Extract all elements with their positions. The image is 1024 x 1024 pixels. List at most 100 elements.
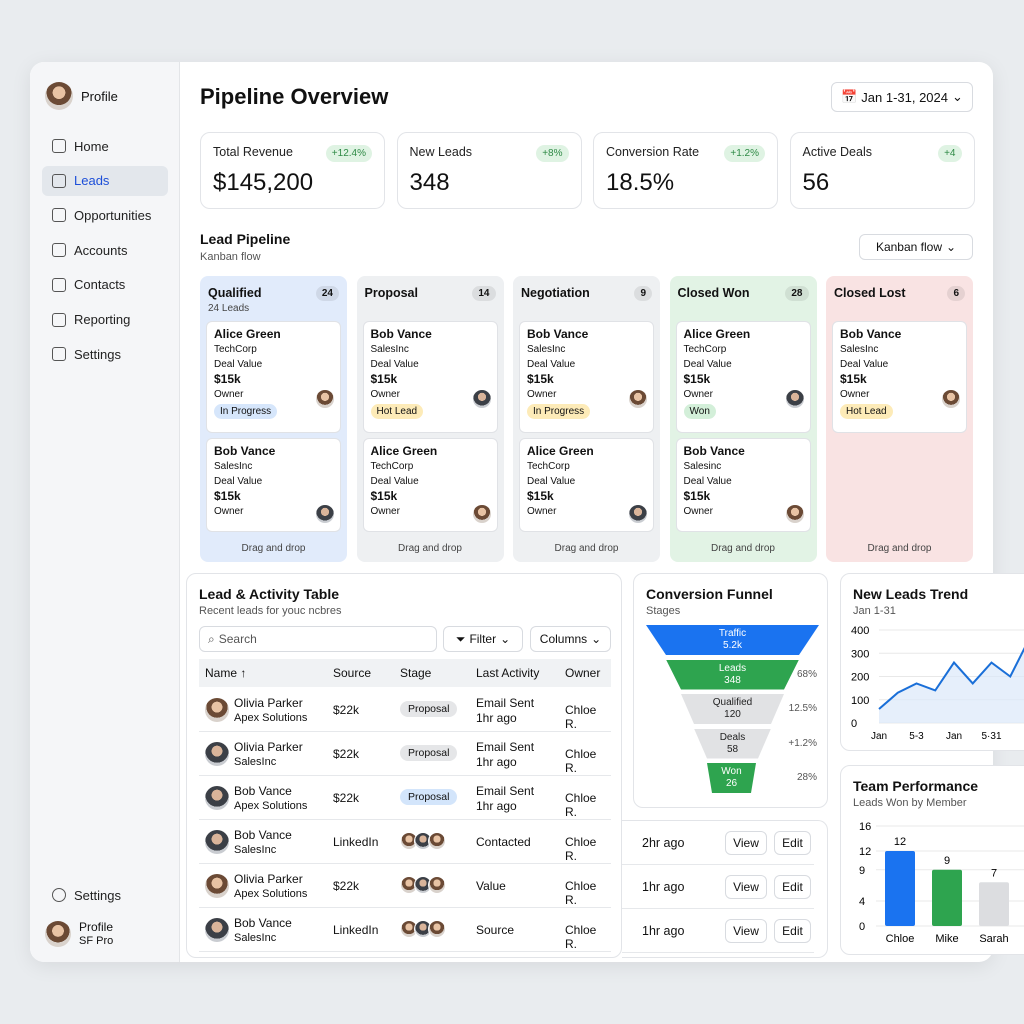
owner-label: Owner (840, 389, 870, 400)
sidebar-item-contacts[interactable]: Contacts (42, 270, 168, 300)
kpi-value: 348 (409, 169, 450, 196)
deal-value: $15k (527, 489, 554, 503)
y-tick-label: 100 (851, 695, 869, 707)
bar-sarah[interactable] (979, 882, 1009, 926)
bar-chloe[interactable] (885, 851, 915, 926)
view-button[interactable]: View (725, 831, 767, 855)
sidebar-item-leads[interactable]: Leads (42, 165, 168, 196)
edit-button[interactable]: Edit (774, 831, 811, 855)
deal-label: Deal Value (683, 476, 732, 487)
view-select[interactable]: Kanban flow ⌄ (859, 234, 973, 260)
lead-card[interactable]: Bob Vance SalesInc Deal Value $15k Owner Hot … (832, 321, 967, 433)
y-tick-label: 400 (851, 625, 869, 637)
funnel-stage-qualified[interactable]: Qualified 120 (681, 694, 784, 724)
edit-button[interactable]: Edit (774, 875, 811, 899)
y-tick-label: 0 (851, 718, 857, 730)
list-icon (52, 173, 66, 188)
table-row[interactable]: Bob Vance SalesInc LinkedIn Source Chloe R… (199, 908, 611, 952)
lead-avatar (205, 742, 229, 766)
lead-company: Apex Solutions (234, 800, 308, 812)
lead-name: Bob Vance (234, 828, 292, 842)
owner-avatar (785, 505, 804, 523)
table-row[interactable]: Olivia Parker Apex Solutions $22k Proposal… (199, 688, 611, 732)
column-header[interactable]: Source (333, 666, 372, 680)
lead-card[interactable]: Bob Vance SalesInc Deal Value $15k Owner Hot … (362, 321, 498, 433)
funnel-stage-traffic[interactable]: Traffic 5.2k (646, 625, 819, 655)
stage-pill: Proposal (400, 745, 458, 761)
search-input[interactable]: ⌕ Search (199, 626, 437, 652)
table-row[interactable]: Bob Vance SalesInc LinkedIn Contacted Chlo… (199, 820, 611, 864)
profile-link[interactable]: Profile (45, 82, 118, 110)
filter-icon: ⏷ (455, 631, 466, 646)
table-row[interactable]: Olivia Parker SalesInc $22k Proposal Email… (199, 732, 611, 776)
funnel-stage-leads[interactable]: Leads 348 (666, 659, 799, 690)
chevron-down-icon: ⌄ (945, 240, 957, 254)
stage-rate: 68% (796, 668, 817, 680)
lead-card[interactable]: Bob Vance SalesInc Deal Value $15k Owner In P… (519, 321, 654, 433)
status-tag: Hot Lead (370, 404, 424, 419)
sidebar-item-home[interactable]: Home (42, 131, 168, 161)
status-tag: Hot Lead (840, 404, 893, 419)
lead-company: SalesInc (214, 461, 253, 472)
edit-button[interactable]: Edit (774, 919, 811, 943)
lead-card[interactable]: Alice Green TechCorp Deal Value $15k Owner Wo… (675, 321, 811, 433)
sidebar-item-reporting[interactable]: Reporting (42, 305, 168, 335)
kpi-label: Active Deals (802, 145, 872, 159)
lead-card[interactable]: Bob Vance Salesinc Deal Value $15k Owner (675, 438, 811, 532)
owner-label: Owner (214, 389, 244, 400)
view-button[interactable]: View (725, 875, 767, 899)
avatar (428, 876, 446, 894)
sidebar-settings[interactable]: Settings (42, 880, 168, 910)
deal-value: $15k (683, 372, 711, 386)
lead-card[interactable]: Alice Green TechCorp Deal Value $15k Owner In… (206, 321, 341, 433)
y-tick-label: 4 (859, 896, 865, 908)
sidebar-item-label: Home (74, 138, 109, 154)
kanban-column-closed-won: Closed Won 28 Drag and drop Alice Green Tech… (669, 276, 817, 562)
deal-value: $15k (840, 372, 867, 386)
stage-value: 58 (726, 743, 739, 755)
kpi-delta-badge: +12.4% (325, 145, 372, 162)
sidebar-item-settings[interactable]: Settings (42, 339, 168, 369)
lead-card[interactable]: Alice Green TechCorp Deal Value $15k Owner (362, 438, 498, 532)
filter-button[interactable]: ⏷ Filter ⌄ (443, 626, 523, 652)
view-button[interactable]: View (725, 919, 767, 943)
lead-company: TechCorp (683, 344, 727, 355)
column-header[interactable]: Stage (400, 666, 432, 680)
date-range-picker[interactable]: 📅 Jan 1-31, 2024 ⌄ (831, 82, 973, 112)
funnel-stage-deals[interactable]: Deals 58 (694, 728, 771, 759)
funnel-subtitle: Stages (646, 605, 681, 617)
deal-label: Deal Value (370, 476, 419, 487)
column-header[interactable]: Last Activity (476, 666, 540, 680)
last-contact-time: 1hr ago (642, 880, 685, 894)
chevron-down-icon: ⌄ (591, 632, 602, 646)
bottom-profile[interactable]: Profile SF Pro (45, 920, 113, 948)
owner-avatar (316, 505, 334, 523)
lead-card[interactable]: Bob Vance SalesInc Deal Value $15k Owner (206, 438, 341, 532)
avatar (428, 832, 446, 850)
avatar-stack (400, 920, 446, 938)
funnel-title: Conversion Funnel (646, 586, 773, 602)
deal-value: $15k (683, 489, 711, 503)
chevron-down-icon: ⌄ (952, 89, 963, 104)
sidebar-item-label: Settings (74, 346, 121, 362)
stage-value: 26 (725, 778, 738, 789)
stage-label: Won (721, 766, 742, 777)
x-tick-label: Sarah (979, 933, 1008, 945)
column-header[interactable]: Name ↑ (205, 666, 247, 680)
bar-mike[interactable] (932, 869, 962, 926)
last-activity: Source (476, 923, 515, 937)
column-title: Qualified (208, 286, 262, 300)
column-header[interactable]: Owner (565, 666, 601, 680)
sidebar-item-accounts[interactable]: Accounts (42, 235, 168, 265)
row-actions: 2hr ago View Edit (622, 821, 814, 865)
lead-card[interactable]: Alice Green TechCorp Deal Value $15k Owner (519, 438, 654, 532)
table-row[interactable]: Bob Vance Apex Solutions $22k Proposal Ema… (199, 776, 611, 820)
columns-button[interactable]: Columns ⌄ (530, 626, 611, 652)
table-row[interactable]: Olivia Parker Apex Solutions $22k Value Ch… (199, 864, 611, 908)
funnel-stage-won[interactable]: Won 26 (707, 763, 756, 793)
last-activity: Contacted (476, 835, 531, 849)
gear-icon (52, 888, 66, 902)
avatar-stack (400, 876, 446, 894)
owner-label: Owner (683, 389, 713, 400)
sidebar-item-opportunities[interactable]: Opportunities (42, 200, 168, 230)
